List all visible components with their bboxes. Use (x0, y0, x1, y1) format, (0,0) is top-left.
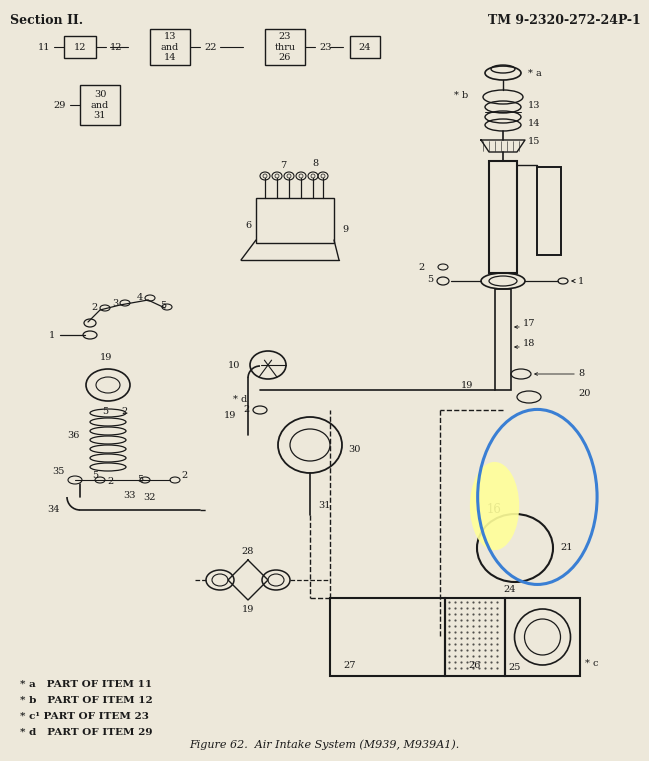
Bar (265, 29, 305, 65)
Text: * d: * d (233, 396, 247, 405)
Text: * a   PART OF ITEM 11: * a PART OF ITEM 11 (20, 680, 152, 689)
Text: 18: 18 (523, 339, 535, 349)
Bar (495, 289, 511, 390)
Text: 19: 19 (224, 410, 236, 419)
Text: 6: 6 (245, 221, 251, 230)
Text: 5: 5 (92, 470, 98, 479)
Text: 2: 2 (419, 263, 425, 272)
Text: 24: 24 (504, 585, 516, 594)
Bar (350, 36, 380, 58)
Text: 36: 36 (67, 431, 80, 440)
Text: 8: 8 (312, 158, 318, 167)
Text: 22: 22 (204, 43, 217, 52)
Text: 19: 19 (461, 380, 473, 390)
Text: * b   PART OF ITEM 12: * b PART OF ITEM 12 (20, 696, 153, 705)
Text: 15: 15 (528, 138, 541, 147)
Text: 23: 23 (319, 43, 332, 52)
Text: 10: 10 (228, 361, 240, 370)
Text: 12: 12 (110, 43, 123, 52)
Text: 3: 3 (112, 298, 118, 307)
Text: 33: 33 (124, 491, 136, 499)
Text: 20: 20 (578, 390, 591, 399)
Text: 5: 5 (427, 275, 433, 284)
Bar (489, 161, 517, 273)
Text: 1: 1 (578, 276, 584, 285)
Text: 16: 16 (487, 503, 502, 517)
Text: 35: 35 (53, 467, 65, 476)
Text: 13: 13 (528, 100, 541, 110)
Text: 29: 29 (54, 100, 66, 110)
Text: 31: 31 (318, 501, 330, 510)
Text: 30: 30 (348, 445, 360, 454)
Bar (505, 598, 580, 676)
Bar (445, 598, 505, 676)
Bar (330, 598, 445, 676)
Text: * a: * a (528, 68, 542, 78)
Bar (150, 29, 190, 65)
Text: TM 9-2320-272-24P-1: TM 9-2320-272-24P-1 (488, 14, 641, 27)
Text: 23
thru
26: 23 thru 26 (275, 32, 295, 62)
Ellipse shape (470, 462, 519, 550)
Text: 26: 26 (469, 661, 481, 670)
Text: 5: 5 (160, 301, 166, 310)
Text: 7: 7 (280, 161, 286, 170)
Text: 25: 25 (509, 664, 521, 673)
Text: * d   PART OF ITEM 29: * d PART OF ITEM 29 (20, 728, 153, 737)
Text: 11: 11 (38, 43, 50, 52)
Text: 24: 24 (359, 43, 371, 52)
Bar (64, 36, 96, 58)
Bar (537, 167, 561, 255)
Text: Section II.: Section II. (10, 14, 83, 27)
Text: * c: * c (585, 660, 598, 668)
Text: 19: 19 (100, 352, 112, 361)
Text: 21: 21 (560, 543, 572, 552)
Text: 5: 5 (137, 476, 143, 485)
Text: 12: 12 (74, 43, 86, 52)
Text: 19: 19 (242, 606, 254, 614)
Text: 2: 2 (107, 477, 113, 486)
Text: 34: 34 (47, 505, 60, 514)
Text: 2: 2 (244, 406, 250, 415)
Bar (256, 198, 334, 243)
Text: 8: 8 (578, 370, 584, 378)
Text: * c¹ PART OF ITEM 23: * c¹ PART OF ITEM 23 (20, 712, 149, 721)
Text: 28: 28 (242, 547, 254, 556)
Text: 27: 27 (344, 661, 356, 670)
Text: 5: 5 (102, 406, 108, 416)
Text: 17: 17 (523, 320, 535, 329)
Text: 2: 2 (182, 470, 188, 479)
Text: 1: 1 (49, 330, 55, 339)
Text: 2: 2 (92, 304, 98, 313)
Bar (80, 85, 120, 125)
Text: Figure 62.  Air Intake System (M939, M939A1).: Figure 62. Air Intake System (M939, M939… (190, 740, 459, 750)
Text: 4: 4 (137, 292, 143, 301)
Text: 14: 14 (528, 119, 541, 128)
Text: 30
and
31: 30 and 31 (91, 90, 109, 120)
Text: 13
and
14: 13 and 14 (161, 32, 179, 62)
Text: * b: * b (454, 91, 468, 100)
Text: 9: 9 (342, 225, 348, 234)
Text: 32: 32 (143, 492, 156, 501)
Text: 2: 2 (121, 406, 127, 416)
